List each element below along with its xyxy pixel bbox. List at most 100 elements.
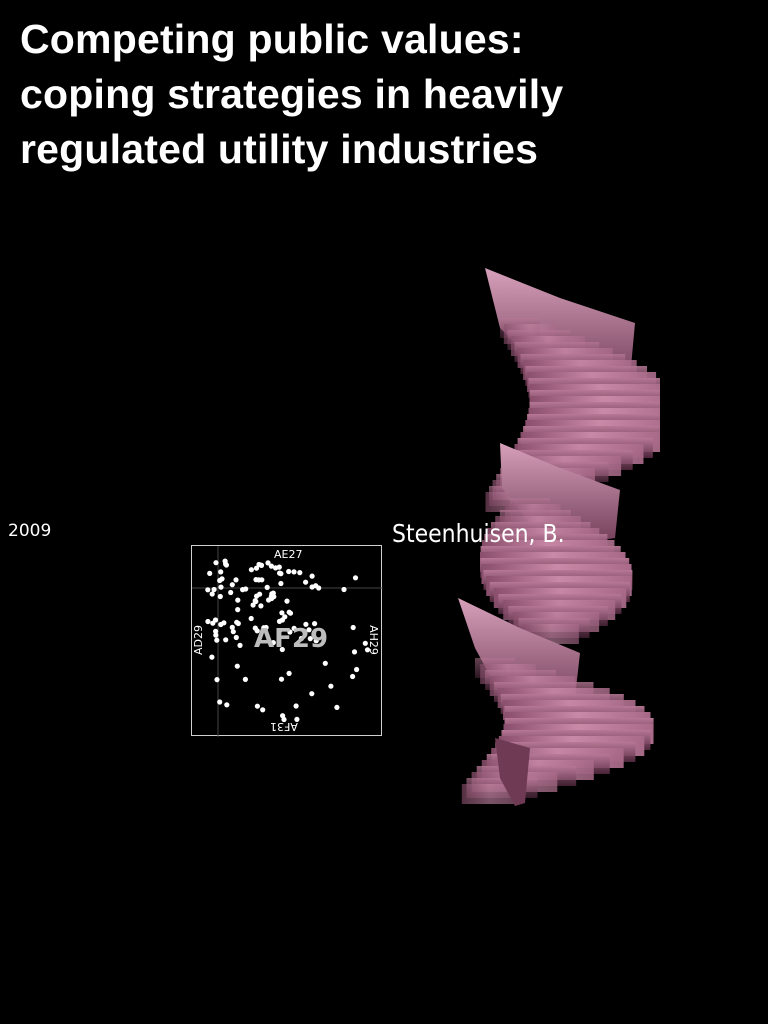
scatter-dot bbox=[277, 628, 283, 634]
scatter-dot bbox=[240, 587, 246, 593]
scatter-dot bbox=[214, 677, 220, 683]
scatter-dot bbox=[309, 691, 315, 697]
scatter-dot bbox=[248, 567, 254, 573]
scatter-dot bbox=[233, 634, 239, 641]
scatter-dot bbox=[224, 702, 230, 708]
scatter-dot bbox=[213, 628, 219, 634]
scatter-dot bbox=[248, 615, 254, 622]
scatter-dot bbox=[254, 703, 260, 709]
scatter-dot bbox=[209, 654, 215, 660]
scatter-dot bbox=[213, 632, 219, 638]
scatter-dot bbox=[351, 649, 358, 655]
scatter-dot bbox=[268, 563, 274, 569]
scatter-dot bbox=[273, 565, 279, 571]
scatter-dot bbox=[352, 575, 359, 581]
scatter-dot bbox=[242, 676, 248, 682]
scatter-dot bbox=[256, 577, 262, 583]
scatter-dot bbox=[278, 676, 285, 682]
scatter-dot bbox=[279, 646, 285, 653]
scatter-dot bbox=[217, 699, 223, 705]
scatter-dot bbox=[254, 628, 260, 634]
scatter-dot bbox=[270, 640, 276, 646]
scatter-dot bbox=[233, 577, 239, 583]
scatter-dot bbox=[312, 621, 318, 627]
scatter-dot bbox=[328, 683, 334, 689]
scatter-dot bbox=[252, 598, 258, 604]
scatter-dot bbox=[293, 703, 299, 709]
scatter-dot bbox=[223, 637, 229, 643]
scatter-dot bbox=[306, 627, 312, 633]
scatter-dot bbox=[210, 620, 216, 626]
scatter-dot bbox=[350, 673, 356, 680]
scatter-dot bbox=[258, 603, 264, 609]
scatter-dot bbox=[205, 587, 211, 593]
scatter-dot bbox=[313, 638, 319, 644]
scatter-dot bbox=[261, 625, 267, 631]
scatter-dot bbox=[230, 629, 236, 635]
scatter-dot bbox=[264, 584, 270, 590]
scatter-dot bbox=[276, 618, 283, 624]
scatter-dot bbox=[298, 635, 304, 642]
scatter-dot bbox=[260, 707, 266, 713]
scatter-dot bbox=[229, 624, 235, 630]
cell-id-label: AF29 bbox=[254, 624, 329, 654]
scatter-dot bbox=[222, 558, 228, 564]
scatter-dot bbox=[294, 716, 300, 722]
scatter-dot bbox=[279, 610, 285, 616]
scatter-dot bbox=[237, 642, 243, 648]
scatter-dot bbox=[218, 584, 224, 590]
scatter-dot bbox=[250, 602, 256, 608]
scatter-dot bbox=[258, 562, 265, 568]
scatter-dot bbox=[271, 594, 277, 600]
neighbor-label-bottom: AF31 bbox=[270, 720, 298, 733]
scatter-dot bbox=[235, 607, 241, 613]
scatter-dot bbox=[350, 624, 356, 631]
scatter-dot bbox=[284, 598, 290, 604]
scatter-dot bbox=[303, 621, 309, 627]
scatter-dot bbox=[218, 621, 224, 628]
scatter-dot bbox=[287, 629, 293, 635]
scatter-dot bbox=[235, 597, 241, 603]
pink-ribbon-sculpture bbox=[440, 258, 679, 818]
scatter-dot bbox=[364, 647, 371, 653]
scatter-dot bbox=[229, 582, 235, 588]
scatter-dot bbox=[217, 593, 223, 600]
scatter-dot bbox=[286, 568, 292, 575]
sculpture-tail bbox=[495, 738, 530, 806]
page-title: Competing public values: coping strategi… bbox=[20, 16, 564, 172]
neighbor-label-top: AE27 bbox=[274, 548, 303, 561]
scatter-dot bbox=[213, 560, 219, 566]
scatter-dot bbox=[316, 585, 322, 591]
scatter-dot bbox=[211, 586, 217, 593]
scatter-dot bbox=[334, 704, 340, 710]
scatter-dot bbox=[205, 618, 211, 625]
scatter-dot bbox=[219, 576, 225, 582]
scatter-dot bbox=[307, 636, 313, 642]
scatter-dot bbox=[286, 609, 292, 615]
scatter-dot bbox=[291, 569, 297, 575]
scatter-dot bbox=[354, 666, 360, 673]
scatter-dot bbox=[277, 570, 283, 576]
scatter-dot bbox=[281, 716, 287, 723]
scatter-dot bbox=[253, 565, 260, 571]
publication-year: 2009 bbox=[8, 521, 52, 541]
scatter-dot bbox=[303, 579, 309, 585]
cell-neighborhood-plot: AE27 AF31 AD29 AH29 AF29 bbox=[191, 545, 383, 737]
sculpture-slab bbox=[461, 784, 518, 804]
scatter-dot bbox=[309, 573, 315, 579]
scatter-dot bbox=[214, 637, 220, 643]
scatter-dot bbox=[322, 660, 328, 666]
scatter-dot bbox=[234, 663, 240, 669]
author-name: Steenhuisen, B. bbox=[392, 519, 565, 548]
scatter-dot bbox=[291, 625, 297, 631]
scatter-dot bbox=[282, 614, 288, 620]
neighbor-label-right: AH29 bbox=[366, 625, 380, 655]
scatter-dot bbox=[341, 586, 347, 593]
scatter-dot bbox=[286, 670, 292, 676]
scatter-dot bbox=[362, 640, 368, 646]
scatter-dot bbox=[297, 570, 303, 576]
scatter-dot bbox=[218, 569, 224, 575]
scatter-dot bbox=[278, 580, 284, 587]
neighbor-label-left: AD29 bbox=[192, 625, 205, 655]
scatter-dot bbox=[265, 560, 271, 566]
